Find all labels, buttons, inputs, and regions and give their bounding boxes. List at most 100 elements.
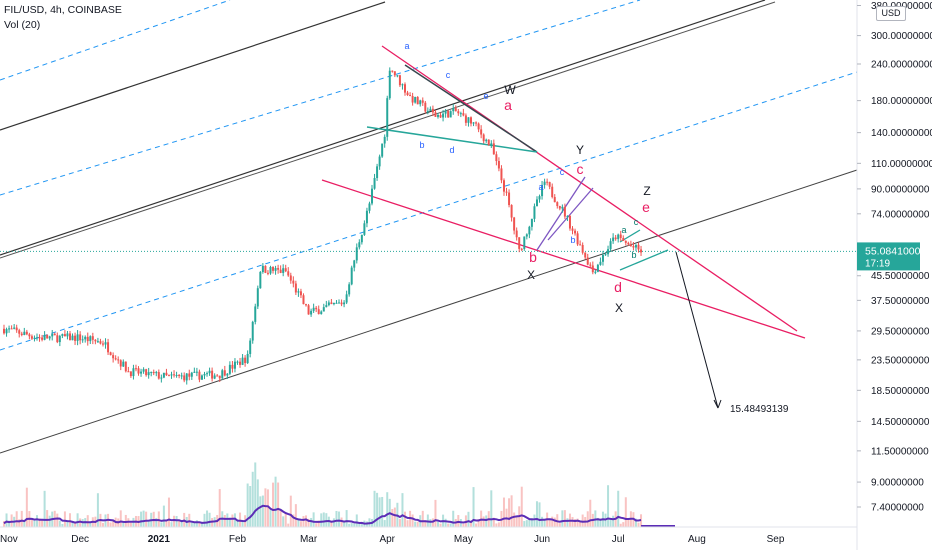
x-tick-label: Dec (71, 534, 89, 545)
y-tick-label: 45.50000000 (871, 271, 930, 282)
time-axis: Nov Dec 2021 Feb Mar Apr May Jun Jul Aug Sep (0, 526, 857, 545)
volume-bar (315, 523, 318, 527)
x-tick-label: Aug (688, 534, 706, 545)
volume-bar (436, 521, 439, 527)
candle-body (360, 234, 363, 243)
candle-body (609, 241, 612, 250)
volume-bar (515, 516, 518, 527)
volume-bar (25, 487, 28, 527)
volume-bar (112, 521, 115, 527)
volume-bar (627, 518, 630, 527)
projection-arrow-head (713, 399, 722, 409)
volume-bar (46, 510, 49, 527)
candle-body (302, 295, 305, 305)
y-tick-label: 240.00000000 (871, 60, 932, 71)
candle-body (150, 371, 153, 373)
candle-body (358, 242, 361, 248)
volume-bar (251, 471, 254, 527)
candle-body (312, 307, 315, 311)
volume-bar (543, 519, 546, 527)
volume-bar (71, 522, 74, 527)
candle-body (338, 302, 341, 304)
currency-badge[interactable]: USD (876, 6, 906, 21)
sub-channel-line-2 (547, 187, 594, 241)
x-tick-label: May (454, 534, 473, 545)
volume-bar (472, 487, 475, 527)
volume-bar (56, 513, 59, 527)
candle-body (556, 202, 559, 207)
candle-body (388, 70, 391, 99)
volume-bar (386, 492, 389, 527)
candle-body (15, 327, 18, 331)
candle-body (127, 371, 130, 373)
volume-bar (30, 518, 33, 527)
candle-body (594, 271, 597, 273)
volume-bar (624, 497, 627, 527)
volume-bar (475, 523, 478, 527)
candle-body (180, 375, 183, 377)
candle-body (287, 271, 290, 276)
volume-bar (274, 476, 277, 527)
projection-arrow-line (675, 251, 719, 409)
candle-body (579, 244, 582, 246)
volume-bar (35, 515, 38, 527)
volume-bar (434, 499, 437, 527)
candle-body (213, 375, 216, 379)
symbol-title[interactable]: FIL/USD, 4h, COINBASE (4, 4, 122, 16)
candle-body (221, 370, 224, 379)
volume-bar (528, 518, 531, 527)
candle-body (457, 111, 460, 114)
volume-indicator-label[interactable]: Vol (20) (4, 19, 41, 31)
candle-body (640, 249, 643, 253)
volume-bar (101, 522, 104, 527)
volume-bar (246, 483, 249, 527)
x-tick-label: Jun (534, 534, 550, 545)
volume-bar (535, 501, 538, 527)
candle-body (119, 360, 122, 367)
candle-body (414, 96, 417, 103)
x-tick-label: Sep (767, 534, 785, 545)
volume-bar (18, 519, 21, 527)
volume-bar (358, 523, 361, 527)
minor-wave-label: c (634, 217, 639, 227)
candle-body (612, 237, 615, 242)
volume-bar (20, 510, 23, 527)
candle-body (627, 242, 630, 245)
candle-body (5, 329, 8, 334)
candle-body (634, 244, 637, 248)
candle-body (622, 237, 625, 241)
candle-body (490, 143, 493, 146)
wedge-lower-line (321, 179, 806, 339)
candle-body (419, 100, 422, 105)
volume-bar (317, 520, 320, 527)
volume-bar (452, 510, 455, 527)
candle-body (183, 375, 186, 381)
minor-wave-label: c (446, 70, 451, 80)
minor-wave-label: b (570, 235, 575, 245)
candle-body (317, 309, 320, 315)
volume-bar (482, 516, 485, 527)
candle-body (541, 184, 544, 197)
candle-body (500, 168, 503, 181)
volume-bar (170, 522, 173, 527)
candle-body (33, 337, 36, 339)
candle-body (371, 188, 374, 204)
triangle-lower-line (619, 249, 669, 271)
volume-bar (58, 520, 61, 527)
candle-body (449, 111, 452, 118)
candle-body (203, 373, 206, 376)
wave-label-Z: Z (643, 184, 650, 198)
volume-bar (299, 521, 302, 527)
candle-body (53, 333, 56, 336)
candle-body (43, 334, 46, 340)
volume-bar (3, 521, 5, 527)
wave-label-b: b (529, 249, 537, 265)
volume-bar (124, 514, 127, 527)
candle-body (340, 302, 343, 305)
volume-bar (538, 502, 541, 527)
volume-bar (33, 520, 36, 527)
candle-body (325, 305, 328, 308)
candle-body (566, 215, 569, 217)
